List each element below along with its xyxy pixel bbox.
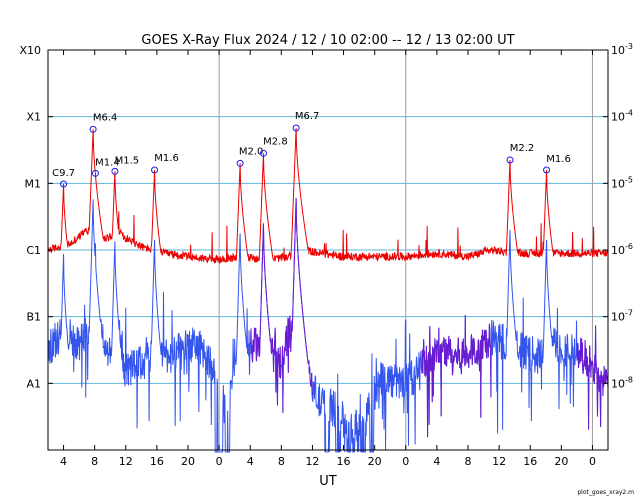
- footer-note: plot_goes_xray2.m: [577, 489, 634, 496]
- flare-marker-2: [91, 169, 99, 177]
- y-right-tick-label-3: 10-6: [611, 242, 633, 257]
- x-tick-label-13: 8: [465, 455, 472, 468]
- x-tick-label-6: 4: [247, 455, 254, 468]
- flare-label-2: M1.4: [95, 157, 120, 168]
- y-right-tick-label-2: 10-5: [611, 175, 633, 190]
- long-channel-series: [47, 127, 609, 264]
- x-axis-label: UT: [319, 474, 337, 489]
- flare-marker-3: [111, 167, 119, 175]
- y-left-tick-label-2: M1: [25, 177, 42, 190]
- y-right-tick-label-4: 10-7: [611, 309, 633, 324]
- y-left-tick-label-4: B1: [26, 311, 41, 324]
- flare-marker-4: [151, 166, 159, 174]
- flare-label-9: M1.6: [546, 154, 571, 165]
- x-tick-label-15: 16: [523, 455, 537, 468]
- x-tick-label-11: 0: [402, 455, 409, 468]
- x-tick-label-1: 8: [91, 455, 98, 468]
- y-right-ticks: 10-3 10-4 10-5 10-6 10-7 10-8: [603, 42, 633, 390]
- x-tick-label-2: 12: [119, 455, 133, 468]
- x-tick-label-4: 20: [181, 455, 195, 468]
- flare-marker-9: [543, 166, 551, 174]
- chart-title: GOES X-Ray Flux 2024 / 12 / 10 02:00 -- …: [141, 33, 514, 48]
- x-tick-label-8: 12: [305, 455, 319, 468]
- y-left-tick-label-5: A1: [26, 377, 41, 390]
- flare-marker-8: [506, 156, 514, 164]
- flare-label-1: M6.4: [93, 112, 118, 123]
- flare-marker-7: [292, 124, 300, 132]
- flare-label-5: M2.0: [239, 146, 264, 157]
- y-right-tick-label-5: 10-8: [611, 375, 633, 390]
- x-tick-label-7: 8: [278, 455, 285, 468]
- flare-marker-6: [259, 149, 267, 157]
- y-right-tick-label-1: 10-4: [611, 109, 633, 124]
- flare-marker-0: [60, 180, 68, 188]
- x-tick-label-9: 16: [337, 455, 351, 468]
- x-tick-label-10: 20: [368, 455, 382, 468]
- flare-label-4: M1.6: [154, 153, 179, 164]
- x-tick-label-5: 0: [216, 455, 223, 468]
- flare-marker-1: [89, 125, 97, 133]
- x-tick-label-3: 16: [150, 455, 164, 468]
- x-tick-label-16: 20: [554, 455, 568, 468]
- long-channel-line: [47, 127, 609, 264]
- grid-lines: [48, 116, 608, 384]
- flare-label-7: M6.7: [295, 111, 320, 122]
- flare-label-6: M2.8: [263, 136, 288, 147]
- flare-label-8: M2.2: [510, 143, 535, 154]
- y-left-tick-label-0: X10: [19, 44, 41, 57]
- y-left-tick-label-3: C1: [26, 244, 41, 257]
- flare-label-3: M1.5: [115, 155, 140, 166]
- short-channel-overlap-line: [250, 197, 609, 438]
- y-left-ticks: X10 X1 M1 C1 B1 A1: [19, 44, 53, 390]
- y-left-tick-label-1: X1: [26, 111, 41, 124]
- flare-markers: C9.7 M6.4 M1.4M1.5 M1.6 M2.0M2.8 M6.7 M2.2 M1.6: [52, 111, 571, 188]
- short-channel-series: [47, 197, 609, 453]
- flare-marker-5: [236, 159, 244, 167]
- x-tick-label-14: 12: [492, 455, 506, 468]
- x-ticks: 4 8 12 16 20 0 4 8 12 16 20 0 4 8 12 16 20 0: [60, 50, 596, 468]
- x-tick-label-0: 4: [60, 455, 67, 468]
- y-right-tick-label-0: 10-3: [611, 42, 633, 57]
- x-tick-label-12: 4: [433, 455, 440, 468]
- short-channel-line: [47, 197, 609, 453]
- flare-label-0: C9.7: [52, 168, 75, 179]
- x-tick-label-17: 0: [589, 455, 596, 468]
